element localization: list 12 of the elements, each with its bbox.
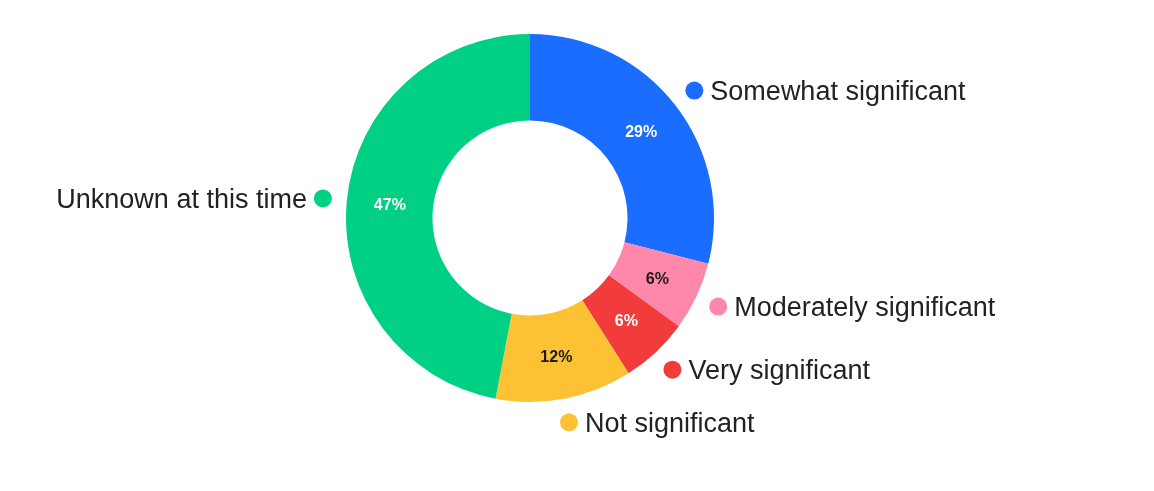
legend-label: Not significant — [584, 407, 756, 438]
data-label: 12% — [540, 347, 573, 365]
donut-slice — [346, 34, 530, 399]
slice-label: Unknown at this time — [56, 183, 307, 214]
legend-label: Very significant — [688, 355, 871, 386]
legend-label: Somewhat significant — [710, 75, 966, 106]
data-label: 29% — [625, 123, 658, 141]
donut-slice — [608, 242, 709, 327]
data-label: 6% — [645, 269, 669, 287]
data-label: 47% — [373, 196, 406, 214]
legend-label: Moderately significant — [734, 292, 996, 323]
data-label: 6% — [614, 312, 638, 330]
